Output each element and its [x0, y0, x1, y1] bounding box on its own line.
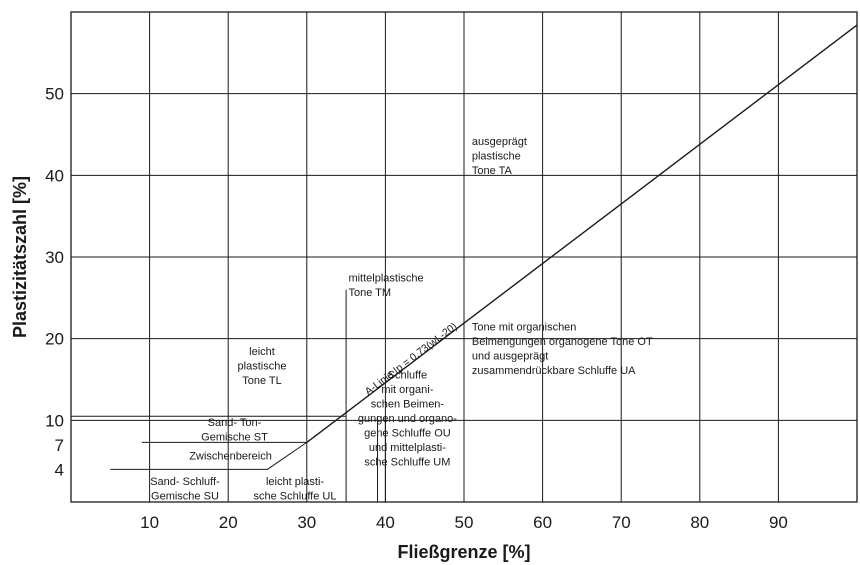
region-label-line: leicht [249, 346, 275, 358]
region-label-line: und ausgeprägt [472, 351, 548, 363]
y-tick-label: 30 [45, 248, 64, 267]
region-label-line: plastische [238, 361, 287, 373]
region-label-OU-UM: Schluffe mit organi-schen Beimen-gungen u… [358, 370, 457, 469]
region-label-OT-UA: Tone mit organischen Beimengungen organog… [472, 322, 653, 378]
region-label-line: Sand- Ton- [208, 417, 262, 429]
region-label-line: Sand- Schluff- [150, 476, 220, 488]
region-label-line: Tone mit organischen [472, 322, 577, 334]
region-label-line: Tone TM [348, 287, 391, 299]
x-tick-label: 50 [455, 513, 474, 532]
region-label-line: Zwischenbereich [189, 451, 272, 463]
boundary-ip-4 [110, 441, 308, 470]
region-label-UL: leicht plasti-sche Schluffe UL [254, 476, 337, 503]
region-label-line: mittelplastische [348, 273, 423, 285]
region-label-TL: leicht plastische Tone TL [238, 346, 287, 387]
x-tick-label: 20 [219, 513, 238, 532]
region-label-TA: ausgeprägt plastische Tone TA [472, 136, 527, 177]
region-label-line: Beimengungen organogene Tone OT [472, 336, 653, 348]
x-tick-label: 30 [297, 513, 316, 532]
x-axis-title: Fließgrenze [%] [397, 542, 530, 562]
x-tick-label: 60 [533, 513, 552, 532]
a-line-path [306, 24, 858, 443]
region-label-line: Gemische ST [201, 432, 268, 444]
region-label-Zwischenbereich: Zwischenbereich [189, 451, 272, 463]
x-tick-label: 10 [140, 513, 159, 532]
region-label-line: und mittelplasti- [369, 442, 446, 454]
region-label-line: Gemische SU [151, 490, 219, 502]
gridlines [71, 12, 857, 502]
y-tick-label: 7 [55, 436, 64, 455]
y-tick-label: 20 [45, 330, 64, 349]
region-label-line: mit organi- [381, 384, 433, 396]
region-label-line: ausgeprägt [472, 136, 527, 148]
region-label-line: leicht plasti- [266, 476, 324, 488]
axis-tick-labels: 10 20 30 40 50 60 70 80 90 4 7 10 20 30 40 50 [45, 85, 788, 532]
region-label-line: Schluffe [388, 370, 428, 382]
y-tick-label: 10 [45, 411, 64, 430]
region-label-line: schen Beimen- [371, 399, 445, 411]
soil-class-boundaries [71, 289, 465, 502]
region-label-line: gene Schluffe OU [364, 428, 451, 440]
region-label-line: Tone TA [472, 165, 513, 177]
region-label-line: gungen und organo- [358, 413, 457, 425]
y-axis-title: Plastizitätszahl [%] [10, 176, 30, 338]
y-tick-label: 4 [55, 460, 64, 479]
region-label-TM: mittelplastische Tone TM [348, 273, 423, 300]
y-tick-label: 40 [45, 166, 64, 185]
plot-frame [70, 11, 858, 503]
region-label-ST: Sand- Ton- Gemische ST [201, 417, 268, 444]
x-tick-label: 40 [376, 513, 395, 532]
region-label-line: sche Schluffe UM [364, 457, 450, 469]
x-tick-label: 70 [612, 513, 631, 532]
x-tick-label: 80 [690, 513, 709, 532]
region-label-line: zusammendrückbare Schluffe UA [472, 365, 636, 377]
region-label-line: plastische [472, 151, 521, 163]
region-label-line: Tone TL [242, 375, 282, 387]
soil-class-labels: Sand- Schluff- Gemische SU Zwischenbereich… [150, 136, 653, 502]
region-label-SU: Sand- Schluff- Gemische SU [150, 476, 220, 503]
x-tick-label: 90 [769, 513, 788, 532]
region-label-line: sche Schluffe UL [254, 490, 337, 502]
y-tick-label: 50 [45, 85, 64, 104]
